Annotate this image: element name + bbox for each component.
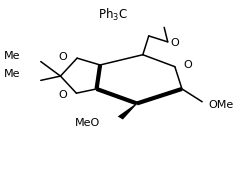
Text: Me: Me [4,69,21,79]
Text: Ph$_3$C: Ph$_3$C [98,7,127,23]
Polygon shape [118,103,137,120]
Text: O: O [184,60,193,70]
Text: O: O [171,38,179,48]
Text: OMe: OMe [208,100,233,110]
Text: MeO: MeO [75,118,100,128]
Text: O: O [59,52,68,62]
Text: Me: Me [4,51,21,61]
Text: O: O [58,90,67,100]
